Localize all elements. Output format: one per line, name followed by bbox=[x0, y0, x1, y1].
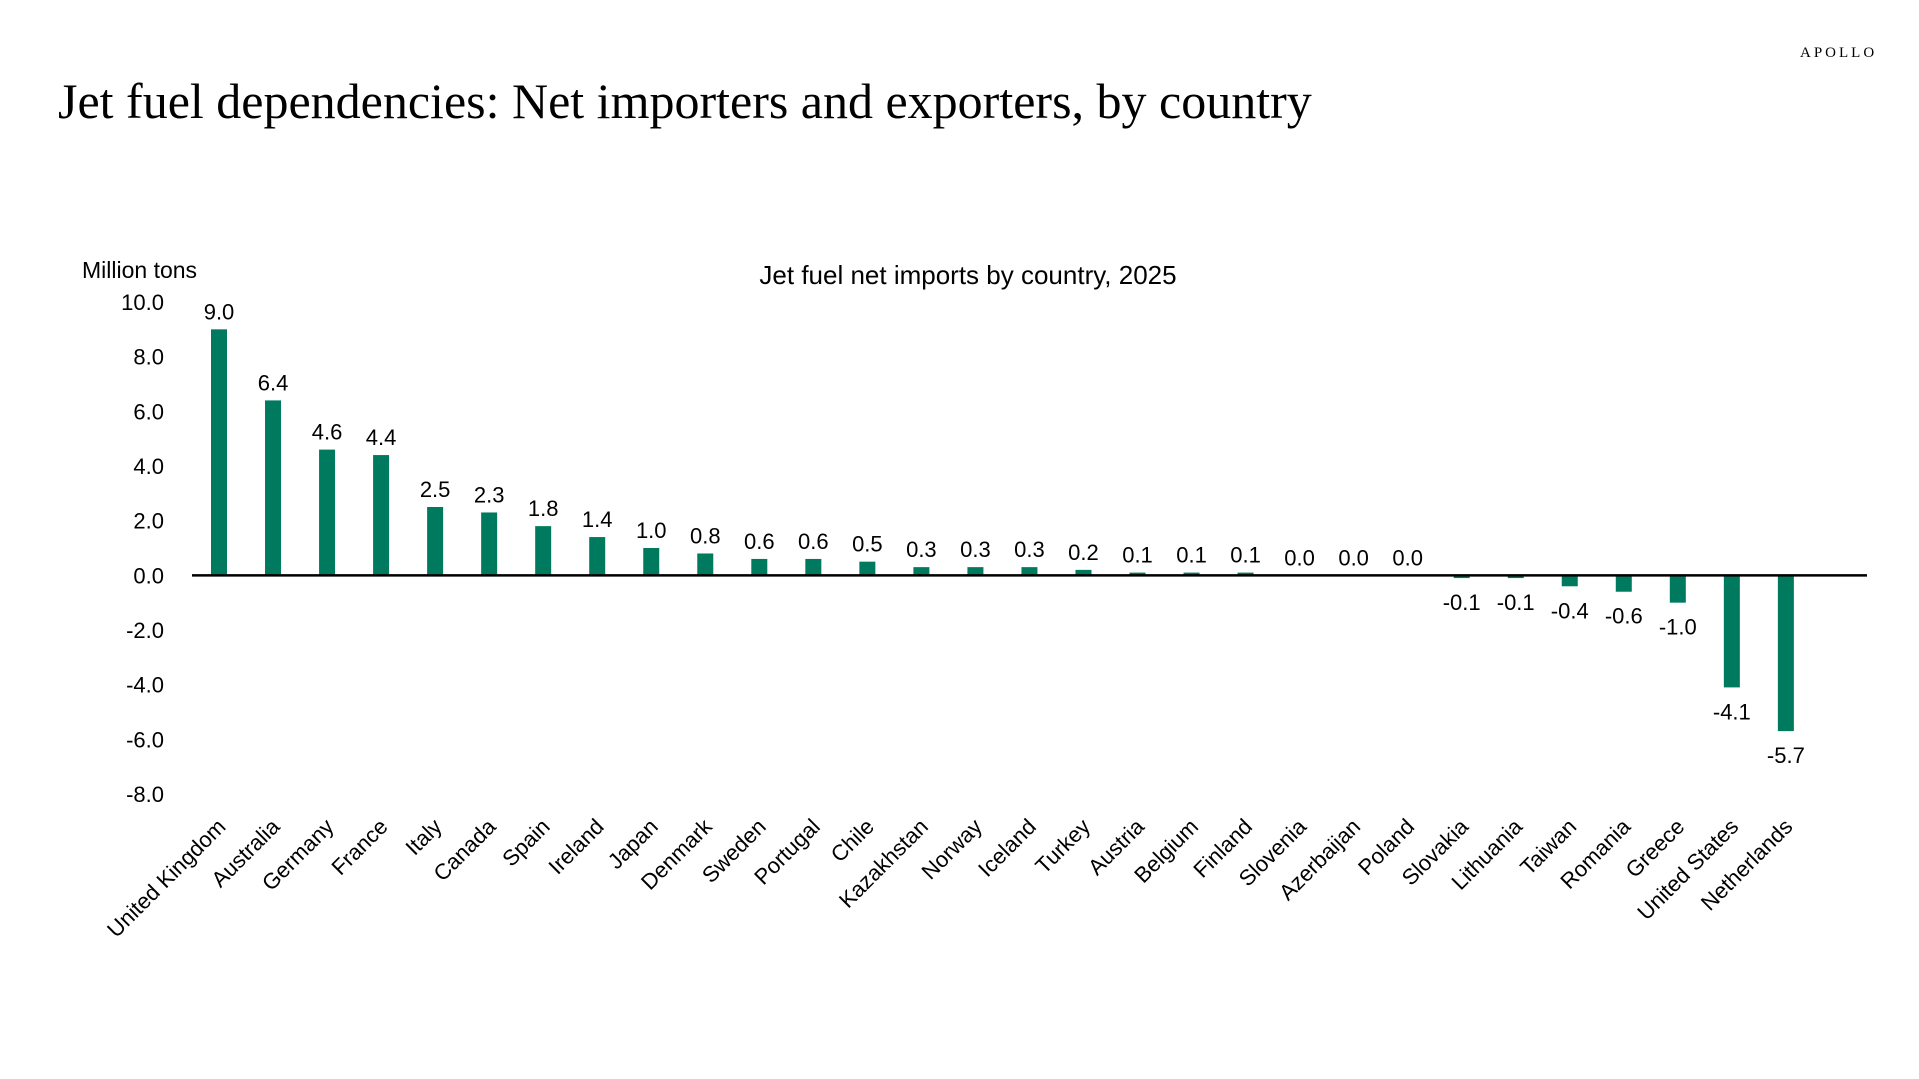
data-label: 0.3 bbox=[906, 537, 937, 562]
data-label: 1.8 bbox=[528, 496, 559, 521]
y-tick-label: 10.0 bbox=[121, 290, 164, 315]
bar-norway bbox=[967, 567, 984, 576]
bar-slovakia bbox=[1453, 575, 1470, 579]
bar-romania bbox=[1615, 575, 1632, 592]
bar-australia bbox=[265, 400, 282, 576]
data-label: 9.0 bbox=[204, 299, 235, 324]
y-tick-label: -6.0 bbox=[126, 727, 164, 752]
bar-germany bbox=[319, 449, 336, 576]
x-tick-label: Ireland bbox=[543, 814, 608, 879]
bar-japan bbox=[643, 548, 660, 576]
data-label: 4.6 bbox=[312, 420, 343, 445]
bar-belgium bbox=[1183, 572, 1200, 576]
y-tick-label: 0.0 bbox=[133, 563, 164, 588]
data-label: 6.4 bbox=[258, 370, 289, 395]
data-label: -0.4 bbox=[1551, 598, 1589, 623]
data-label: 0.1 bbox=[1176, 543, 1207, 568]
data-label: 0.0 bbox=[1392, 545, 1423, 570]
bar-italy bbox=[427, 507, 444, 576]
bar-spain bbox=[535, 526, 552, 576]
data-label: 4.4 bbox=[366, 425, 397, 450]
data-label: 0.3 bbox=[1014, 537, 1045, 562]
data-label: 0.0 bbox=[1284, 545, 1315, 570]
data-label: 1.4 bbox=[582, 507, 613, 532]
y-tick-label: -8.0 bbox=[126, 782, 164, 807]
bar-france bbox=[373, 455, 390, 576]
data-label: -1.0 bbox=[1659, 615, 1697, 640]
bar-iceland bbox=[1021, 567, 1038, 576]
data-label: 0.6 bbox=[744, 529, 775, 554]
data-label: -0.1 bbox=[1497, 590, 1535, 615]
x-tick-label: Italy bbox=[400, 814, 446, 860]
bar-kazakhstan bbox=[913, 567, 930, 576]
data-label: 0.8 bbox=[690, 523, 721, 548]
data-label: 1.0 bbox=[636, 518, 667, 543]
data-label: 2.5 bbox=[420, 477, 451, 502]
bar-chile bbox=[859, 561, 876, 576]
bar-turkey bbox=[1075, 569, 1092, 576]
x-tick-label: Canada bbox=[429, 813, 502, 886]
x-tick-label: Turkey bbox=[1030, 814, 1095, 879]
bar-taiwan bbox=[1561, 575, 1578, 587]
data-label: 0.1 bbox=[1230, 543, 1261, 568]
x-tick-label: Norway bbox=[917, 814, 987, 884]
bar-ireland bbox=[589, 537, 606, 576]
y-tick-label: -2.0 bbox=[126, 618, 164, 643]
bar-netherlands bbox=[1777, 575, 1794, 732]
data-label: 0.2 bbox=[1068, 540, 1099, 565]
data-label: 0.3 bbox=[960, 537, 991, 562]
data-label: 0.1 bbox=[1122, 543, 1153, 568]
bar-canada bbox=[481, 512, 498, 576]
bar-austria bbox=[1129, 572, 1146, 576]
data-label: 2.3 bbox=[474, 482, 505, 507]
bar-united-states bbox=[1723, 575, 1740, 688]
bar-portugal bbox=[805, 558, 822, 576]
chart-title: Jet fuel net imports by country, 2025 bbox=[759, 260, 1176, 290]
bar-finland bbox=[1237, 572, 1254, 576]
data-label: 0.5 bbox=[852, 532, 883, 557]
data-label: -0.1 bbox=[1443, 590, 1481, 615]
x-tick-label: France bbox=[327, 814, 393, 880]
y-tick-label: 8.0 bbox=[133, 345, 164, 370]
bar-united-kingdom bbox=[211, 329, 227, 576]
bar-sweden bbox=[751, 558, 768, 576]
bar-greece bbox=[1669, 575, 1686, 603]
y-tick-label: 4.0 bbox=[133, 454, 164, 479]
y-tick-label: 2.0 bbox=[133, 509, 164, 534]
data-label: -0.6 bbox=[1605, 604, 1643, 629]
data-label: -4.1 bbox=[1713, 699, 1751, 724]
bar-denmark bbox=[697, 553, 714, 576]
data-label: 0.6 bbox=[798, 529, 829, 554]
y-tick-label: -4.0 bbox=[126, 673, 164, 698]
page-title: Jet fuel dependencies: Net importers and… bbox=[58, 73, 1312, 129]
bar-lithuania bbox=[1507, 575, 1524, 579]
data-label: 0.0 bbox=[1338, 545, 1369, 570]
x-tick-label: Iceland bbox=[973, 814, 1041, 882]
y-tick-label: 6.0 bbox=[133, 399, 164, 424]
y-axis-label: Million tons bbox=[82, 257, 197, 283]
brand-logo: APOLLO bbox=[1800, 45, 1878, 61]
data-label: -5.7 bbox=[1767, 743, 1805, 768]
